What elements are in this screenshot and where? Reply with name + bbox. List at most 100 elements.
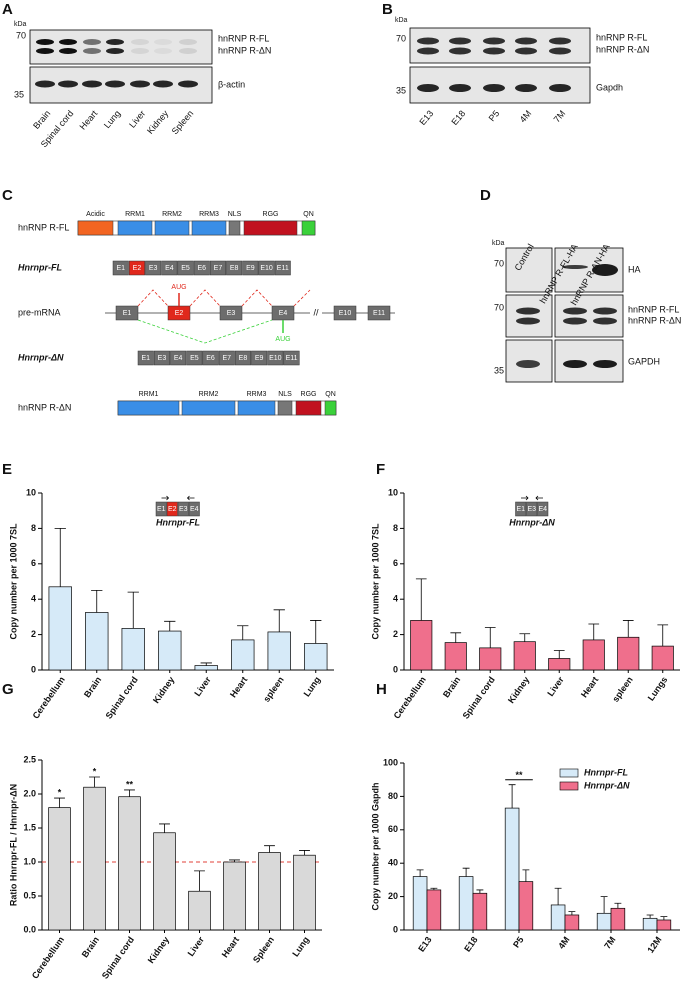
band-label: hnRNP R-FL xyxy=(596,32,647,42)
error-bar xyxy=(568,911,576,915)
band xyxy=(153,80,173,88)
band xyxy=(130,80,150,88)
lane-label: 7M xyxy=(602,935,617,951)
y-axis-label: Copy number per 1000 7SL xyxy=(370,523,380,640)
domain-label: NLS xyxy=(278,391,292,398)
y-tick-label: 60 xyxy=(388,824,398,834)
domain xyxy=(295,400,322,416)
domain-label: RRM3 xyxy=(199,211,219,218)
y-tick-label: 8 xyxy=(393,523,398,533)
row-label: Hnrnpr-ΔN xyxy=(18,352,64,362)
lane-label: Liver xyxy=(186,934,207,958)
exon xyxy=(193,260,210,276)
kda: kDa xyxy=(395,17,408,24)
band xyxy=(417,84,439,92)
exon-label: E4 xyxy=(165,265,174,272)
exon-label: E10 xyxy=(339,310,352,317)
marker: 70 xyxy=(494,302,504,312)
lane-label: Heart xyxy=(220,935,241,960)
legend-swatch xyxy=(559,768,579,778)
y-tick-label: 0 xyxy=(393,924,398,934)
exon-label: E1 xyxy=(516,506,525,513)
bar xyxy=(118,796,141,931)
exon xyxy=(526,501,538,517)
error-bar xyxy=(54,528,66,587)
exon xyxy=(367,305,391,321)
break: // xyxy=(313,307,319,317)
lane-label: Kidney xyxy=(151,675,176,705)
error-bar xyxy=(164,620,176,632)
domain xyxy=(277,400,293,416)
lane-label: Heart xyxy=(579,675,600,700)
blot xyxy=(554,294,624,338)
exon xyxy=(115,305,139,321)
domain-label: RRM2 xyxy=(199,391,219,398)
error-bar xyxy=(476,889,484,894)
bar xyxy=(617,636,640,671)
marker: 35 xyxy=(396,85,406,95)
exon xyxy=(170,350,187,366)
exon-label: E4 xyxy=(190,506,199,513)
exon xyxy=(145,260,162,276)
y-tick-label: 10 xyxy=(26,487,36,497)
exon-label: E10 xyxy=(260,265,273,272)
band-label: hnRNP R-ΔN xyxy=(596,44,649,54)
lane-label: Heart xyxy=(78,108,100,132)
lane-label: spleen xyxy=(610,675,635,704)
bar xyxy=(223,861,246,931)
bar xyxy=(642,917,658,931)
lane-label: Cerebellum xyxy=(30,935,66,981)
exon-label: E2 xyxy=(168,506,177,513)
lane-label: 7M xyxy=(552,108,568,124)
band xyxy=(549,37,571,45)
primer-arrow xyxy=(521,495,543,501)
bar xyxy=(267,631,291,671)
y-tick-label: 20 xyxy=(388,891,398,901)
bar xyxy=(504,807,520,931)
error-bar xyxy=(299,850,310,856)
exon-label: E7 xyxy=(222,355,231,362)
exon-label: E3 xyxy=(179,506,188,513)
bar xyxy=(304,643,328,671)
error-bar xyxy=(519,633,531,642)
band xyxy=(82,80,102,88)
band xyxy=(515,47,537,55)
bar xyxy=(610,907,626,931)
y-tick-label: 6 xyxy=(393,558,398,568)
band xyxy=(449,47,471,55)
exon xyxy=(258,260,275,276)
break-gap xyxy=(310,305,322,321)
kda: kDa xyxy=(492,240,505,247)
band xyxy=(131,39,149,45)
error-bar xyxy=(229,859,240,862)
exon-label: E9 xyxy=(246,265,255,272)
exon-label: E4 xyxy=(538,506,547,513)
band xyxy=(154,39,172,45)
lane-label: E13 xyxy=(417,108,435,127)
band xyxy=(449,37,471,45)
bar xyxy=(472,892,488,931)
domain xyxy=(154,220,190,236)
lane-label: Brain xyxy=(31,108,52,131)
exon-label: E8 xyxy=(239,355,248,362)
band xyxy=(179,48,197,54)
lane-label: P5 xyxy=(487,108,502,123)
significance: * xyxy=(93,766,97,776)
kda: kDa xyxy=(14,21,27,28)
exon-label: E6 xyxy=(206,355,215,362)
bar xyxy=(48,586,72,671)
blot xyxy=(505,247,553,293)
lane-label: 12M xyxy=(645,935,663,955)
band xyxy=(449,84,471,92)
band xyxy=(563,307,587,315)
lane-label: Spinal cord xyxy=(104,675,140,721)
error-bar xyxy=(415,578,427,621)
exon-label: E11 xyxy=(373,310,385,317)
bar xyxy=(479,647,502,671)
band xyxy=(154,48,172,54)
y-tick-label: 1.0 xyxy=(23,856,36,866)
exon-label: E1 xyxy=(123,310,132,317)
band xyxy=(131,48,149,54)
error-bar xyxy=(89,776,100,788)
